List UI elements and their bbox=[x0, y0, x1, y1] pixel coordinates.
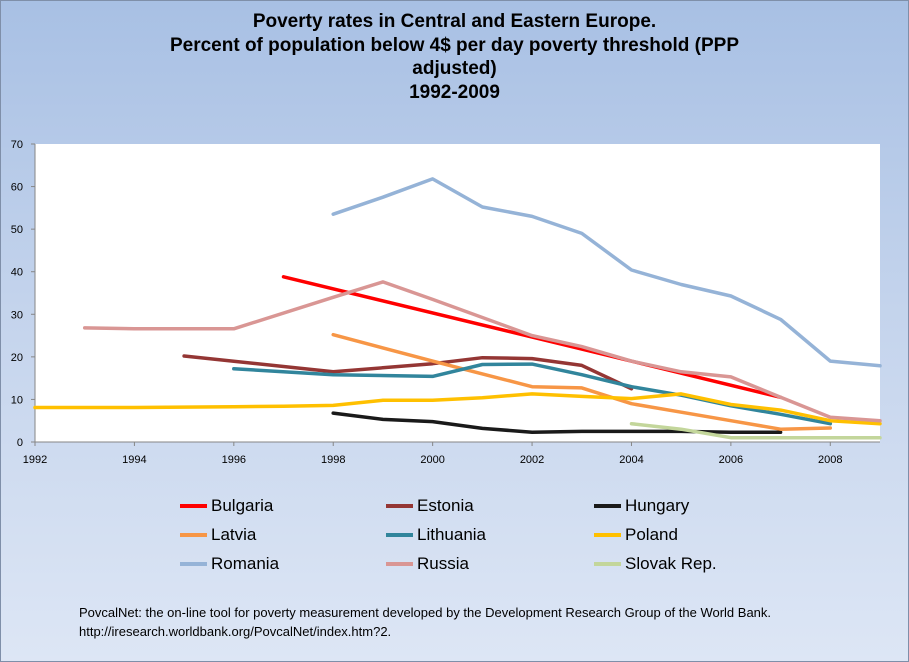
legend-item-russia: Russia bbox=[386, 552, 469, 576]
legend-item-estonia: Estonia bbox=[386, 494, 474, 518]
legend-label: Poland bbox=[625, 525, 678, 544]
series-layer bbox=[33, 177, 882, 440]
x-tick-label: 2002 bbox=[520, 454, 544, 466]
y-tick-label: 30 bbox=[11, 309, 23, 321]
legend-swatch bbox=[594, 562, 621, 566]
x-tick-label: 1996 bbox=[222, 454, 246, 466]
legend-swatch bbox=[594, 504, 621, 508]
legend-item-hungary: Hungary bbox=[594, 494, 689, 518]
legend-label: Romania bbox=[211, 554, 280, 573]
legend-swatch bbox=[180, 533, 207, 537]
legend-swatch bbox=[180, 562, 207, 566]
legend-swatch bbox=[386, 562, 413, 566]
legend-label: Slovak Rep. bbox=[625, 554, 717, 573]
legend-swatch bbox=[386, 504, 413, 508]
legend: Bulgaria Estonia Hungary Latvia Lithuania Pol… bbox=[180, 494, 800, 584]
legend-label: Bulgaria bbox=[211, 496, 274, 515]
x-tick-label: 2004 bbox=[619, 454, 643, 466]
x-tick-label: 2008 bbox=[818, 454, 842, 466]
legend-label: Latvia bbox=[211, 525, 257, 544]
y-tick-label: 0 bbox=[17, 437, 23, 449]
x-tick-label: 2000 bbox=[420, 454, 444, 466]
legend-swatch bbox=[594, 533, 621, 537]
legend-item-latvia: Latvia bbox=[180, 523, 256, 547]
title-line-3: adjusted) bbox=[412, 58, 497, 79]
y-tick-label: 50 bbox=[11, 224, 23, 236]
y-tick-label: 20 bbox=[11, 352, 23, 364]
chart-title: Poverty rates in Central and Eastern Eur… bbox=[0, 10, 909, 104]
series-line-romania bbox=[331, 177, 882, 368]
legend-item-bulgaria: Bulgaria bbox=[180, 494, 273, 518]
source-note: PovcalNet: the on-line tool for poverty … bbox=[79, 603, 771, 641]
x-tick-label: 1998 bbox=[321, 454, 345, 466]
x-tick-label: 1992 bbox=[23, 454, 47, 466]
legend-label: Russia bbox=[417, 554, 469, 573]
source-line-2: http://iresearch.worldbank.org/PovcalNet… bbox=[79, 624, 392, 639]
series-line-poland bbox=[33, 392, 882, 426]
source-line-1: PovcalNet: the on-line tool for poverty … bbox=[79, 605, 772, 620]
y-tick-label: 60 bbox=[11, 182, 23, 194]
y-tick-label: 40 bbox=[11, 267, 23, 279]
legend-item-poland: Poland bbox=[594, 523, 678, 547]
title-line-1: Poverty rates in Central and Eastern Eur… bbox=[252, 11, 657, 32]
x-tick-label: 2006 bbox=[719, 454, 743, 466]
y-axis: 0 10 20 30 40 50 60 70 bbox=[11, 139, 36, 449]
legend-swatch bbox=[386, 533, 413, 537]
y-tick-label: 70 bbox=[11, 139, 23, 151]
legend-label: Estonia bbox=[417, 496, 474, 515]
title-line-2: Percent of population below 4$ per day p… bbox=[169, 34, 740, 56]
series-line-lithuania bbox=[232, 362, 833, 426]
x-axis: 1992 1994 1996 1998 2000 2002 2004 2006 2008 bbox=[23, 441, 880, 466]
legend-label: Lithuania bbox=[417, 525, 487, 544]
legend-label: Hungary bbox=[625, 496, 690, 515]
series-line-russia bbox=[82, 280, 882, 423]
series-line-slovak-rep bbox=[629, 421, 882, 440]
legend-item-romania: Romania bbox=[180, 552, 279, 576]
legend-item-slovak-rep: Slovak Rep. bbox=[594, 552, 717, 576]
title-line-4: 1992-2009 bbox=[409, 81, 500, 103]
legend-swatch bbox=[180, 504, 207, 508]
legend-item-lithuania: Lithuania bbox=[386, 523, 486, 547]
y-tick-label: 10 bbox=[11, 394, 23, 406]
series-line-estonia bbox=[182, 354, 634, 391]
x-tick-label: 1994 bbox=[122, 454, 146, 466]
